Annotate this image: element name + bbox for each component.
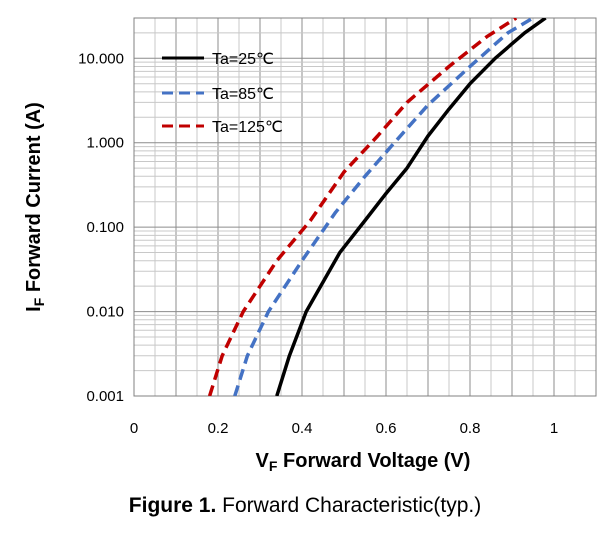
series-line-0: [275, 18, 547, 396]
x-tick-label: 1: [550, 420, 558, 437]
y-axis-title-main: I: [23, 306, 45, 312]
series-line-1: [233, 18, 534, 396]
figure-caption-label: Figure 1.: [128, 494, 217, 517]
legend: Ta=25℃ Ta=85℃ Ta=125℃: [162, 51, 283, 136]
x-axis-title-sub: F: [269, 458, 278, 474]
y-axis-title-rest: Forward Current (A): [23, 102, 45, 298]
x-tick-label: 0.2: [208, 420, 229, 437]
legend-label-ta125: Ta=125℃: [212, 119, 283, 136]
y-tick-label: 0.001: [86, 388, 124, 405]
series-layer: [207, 18, 547, 396]
x-tick-label: 0.6: [376, 420, 397, 437]
grid: [134, 18, 596, 396]
figure-caption: Figure 1. Forward Characteristic(typ.): [0, 494, 610, 518]
y-tick-label: 0.100: [86, 219, 124, 236]
y-tick-labels: 0.001 0.010 0.100 1.000 10.000: [78, 50, 124, 405]
x-tick-label: 0.4: [292, 420, 313, 437]
y-tick-label: 0.010: [86, 304, 124, 321]
x-axis-title-rest: Forward Voltage (V): [277, 450, 470, 472]
y-tick-label: 10.000: [78, 50, 124, 67]
x-axis-title: VF Forward Voltage (V): [256, 450, 471, 474]
x-axis-title-main: V: [256, 450, 270, 472]
legend-label-ta85: Ta=85℃: [212, 86, 274, 103]
x-tick-label: 0: [130, 420, 138, 437]
y-tick-label: 1.000: [86, 135, 124, 152]
series-line-2: [207, 18, 518, 396]
x-tick-label: 0.8: [460, 420, 481, 437]
x-tick-labels: 0 0.2 0.4 0.6 0.8 1: [130, 420, 558, 437]
figure-caption-text: Forward Characteristic(typ.): [216, 494, 482, 517]
plot-border: [133, 17, 597, 397]
legend-label-ta25: Ta=25℃: [212, 51, 274, 68]
y-axis-title-sub: F: [31, 297, 47, 306]
y-axis-title: IF Forward Current (A): [23, 102, 47, 312]
